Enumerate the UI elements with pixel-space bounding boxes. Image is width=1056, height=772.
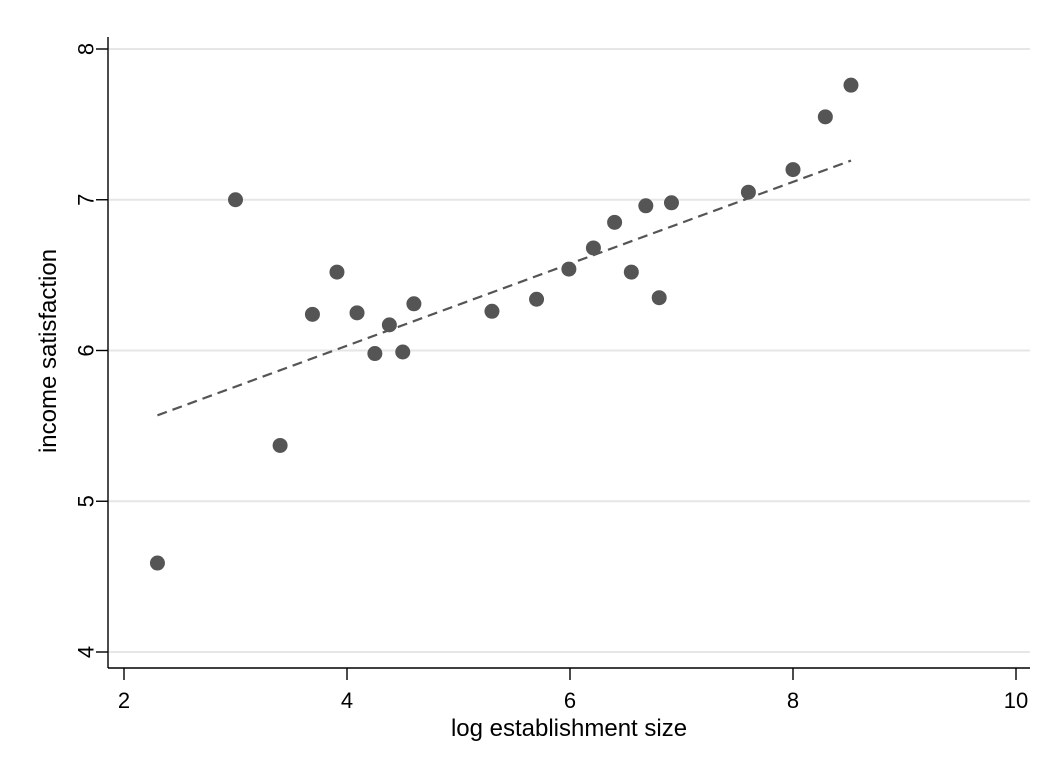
y-tick-label: 4 — [74, 646, 99, 658]
data-point — [785, 162, 801, 178]
x-tick-label: 6 — [564, 688, 576, 713]
x-tick-label: 4 — [341, 688, 353, 713]
data-point — [607, 214, 623, 230]
data-point — [304, 306, 320, 322]
grid-lines — [109, 48, 1030, 653]
data-point — [149, 555, 165, 571]
y-tick-label: 8 — [74, 43, 99, 55]
ticks: 4 5 6 7 8 2 4 6 8 10 — [74, 43, 1029, 713]
x-axis-label: log establishment size — [451, 715, 687, 742]
data-point — [272, 437, 288, 453]
data-point — [367, 346, 383, 362]
data-point — [228, 192, 243, 208]
y-tick-label: 7 — [74, 194, 99, 206]
data-point — [529, 291, 545, 307]
data-point — [349, 305, 365, 321]
data-points — [149, 77, 859, 571]
data-point — [817, 109, 833, 125]
data-point — [484, 303, 500, 319]
fit-line-group — [157, 159, 852, 417]
x-tick-label: 2 — [118, 688, 130, 713]
data-point — [406, 296, 422, 312]
data-point — [740, 184, 756, 200]
data-point — [638, 198, 654, 214]
data-point — [623, 264, 639, 280]
y-tick-label: 6 — [74, 344, 99, 356]
data-point — [381, 317, 397, 333]
x-tick-label: 8 — [787, 688, 799, 713]
data-point — [663, 195, 679, 211]
data-point — [651, 290, 667, 306]
data-point — [843, 77, 859, 93]
y-tick-label: 5 — [74, 495, 99, 507]
axes — [107, 37, 1030, 669]
data-point — [329, 264, 345, 280]
data-point — [395, 344, 411, 360]
fit-line — [157, 159, 852, 417]
data-point — [585, 240, 601, 256]
x-tick-label: 10 — [1004, 688, 1028, 713]
data-point — [561, 261, 577, 277]
y-axis-label: income satisfaction — [35, 249, 62, 453]
